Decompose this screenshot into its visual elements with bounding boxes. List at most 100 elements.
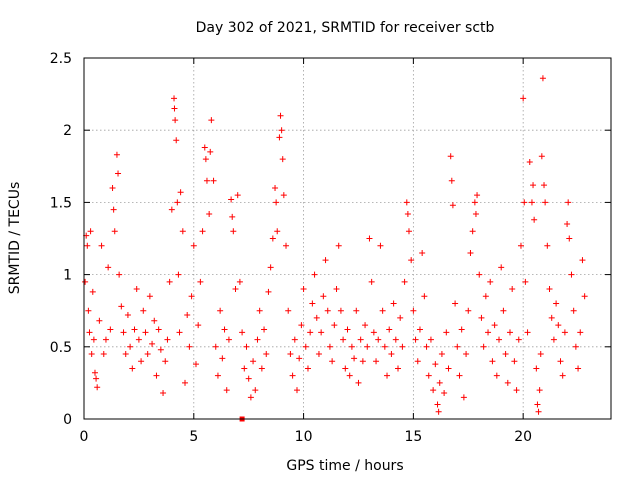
- data-point: [485, 329, 492, 336]
- data-point: [346, 372, 353, 379]
- data-point: [269, 235, 276, 242]
- data-point: [575, 365, 582, 372]
- data-point: [410, 307, 417, 314]
- data-point: [452, 300, 459, 307]
- data-point: [173, 137, 180, 144]
- data-point: [111, 228, 118, 235]
- data-point: [217, 307, 224, 314]
- data-point: [388, 351, 395, 358]
- data-point: [572, 343, 579, 350]
- data-point: [256, 307, 263, 314]
- data-point: [315, 351, 322, 358]
- data-point: [122, 351, 129, 358]
- data-point: [283, 242, 290, 249]
- data-point: [553, 300, 560, 307]
- data-point: [247, 394, 254, 401]
- data-point: [357, 336, 364, 343]
- data-point: [261, 326, 268, 333]
- data-point: [534, 401, 541, 408]
- data-point: [337, 307, 344, 314]
- data-point: [517, 242, 524, 249]
- data-point: [206, 210, 213, 217]
- data-point: [557, 358, 564, 365]
- data-point: [176, 329, 183, 336]
- data-point: [285, 307, 292, 314]
- data-point: [331, 322, 338, 329]
- x-tick-label: 0: [80, 429, 89, 445]
- data-point: [219, 355, 226, 362]
- data-point: [186, 343, 193, 350]
- data-point: [153, 372, 160, 379]
- data-point: [116, 271, 123, 278]
- data-point: [239, 329, 246, 336]
- data-point: [272, 184, 279, 191]
- data-point: [474, 192, 481, 199]
- data-point: [280, 192, 287, 199]
- data-point: [399, 343, 406, 350]
- data-point: [135, 336, 142, 343]
- data-point: [521, 199, 528, 206]
- data-point: [392, 336, 399, 343]
- data-point: [175, 271, 182, 278]
- data-point: [149, 340, 156, 347]
- data-point: [160, 390, 167, 397]
- data-point: [536, 387, 543, 394]
- data-point: [192, 361, 199, 368]
- data-point: [157, 346, 164, 353]
- data-point: [364, 343, 371, 350]
- data-point: [463, 351, 470, 358]
- data-point: [581, 293, 588, 300]
- data-point: [84, 242, 91, 249]
- data-point: [96, 317, 103, 324]
- data-point: [333, 286, 340, 293]
- data-point: [435, 408, 442, 415]
- data-point: [86, 329, 93, 336]
- y-tick-labels: 0 0.5 1 1.5 2 2.5: [50, 51, 72, 428]
- data-point: [366, 235, 373, 242]
- data-point: [201, 144, 208, 151]
- data-point: [430, 387, 437, 394]
- data-point: [570, 307, 577, 314]
- data-point: [478, 314, 485, 321]
- data-point: [511, 358, 518, 365]
- data-point: [566, 235, 573, 242]
- data-point: [254, 336, 261, 343]
- data-point: [401, 278, 408, 285]
- data-point: [489, 358, 496, 365]
- data-point: [311, 271, 318, 278]
- data-point: [293, 387, 300, 394]
- data-point: [124, 312, 131, 319]
- data-point: [291, 336, 298, 343]
- data-point: [498, 264, 505, 271]
- data-point: [208, 117, 215, 124]
- data-point: [381, 343, 388, 350]
- chart-title: Day 302 of 2021, SRMTID for receiver sct…: [196, 20, 495, 36]
- data-point: [229, 213, 236, 220]
- data-point: [138, 358, 145, 365]
- data-point: [110, 206, 117, 213]
- data-point: [344, 326, 351, 333]
- data-point: [302, 343, 309, 350]
- data-point: [276, 134, 283, 141]
- data-point: [379, 307, 386, 314]
- data-point: [252, 387, 259, 394]
- data-point: [515, 336, 522, 343]
- data-point: [526, 158, 533, 165]
- data-point: [539, 75, 546, 82]
- data-points: [82, 75, 588, 422]
- data-point: [320, 293, 327, 300]
- data-point: [90, 336, 97, 343]
- data-point: [500, 307, 507, 314]
- data-point: [441, 390, 448, 397]
- data-point: [179, 228, 186, 235]
- y-tick-label: 2: [63, 123, 72, 139]
- data-point: [502, 351, 509, 358]
- plot-frame: [83, 57, 612, 420]
- data-point: [377, 242, 384, 249]
- data-point: [421, 293, 428, 300]
- data-point: [329, 358, 336, 365]
- data-point: [277, 112, 284, 119]
- data-point: [565, 199, 572, 206]
- data-point: [85, 307, 92, 314]
